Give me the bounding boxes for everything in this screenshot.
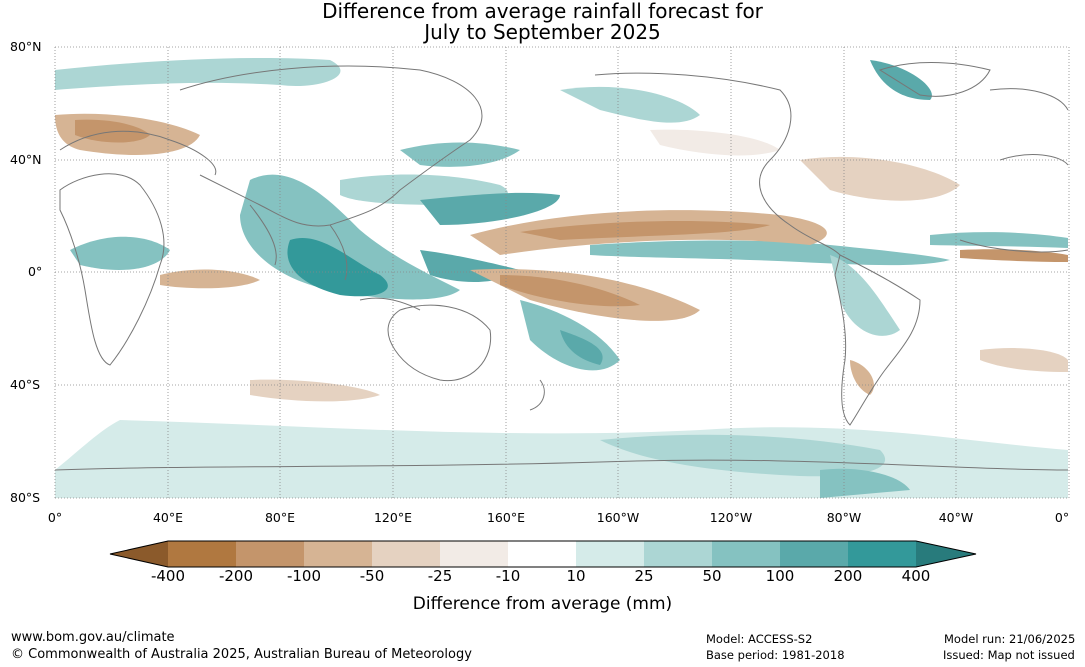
colorbar-tick-label: -25 [427, 567, 453, 585]
lon-label-0-right: 0° [1054, 510, 1070, 525]
colorbar-bin-5 [440, 541, 508, 567]
lon-label-0-left: 0° [47, 510, 63, 525]
colorbar-tick-label: 25 [634, 567, 654, 585]
colorbar-tick-label: 10 [566, 567, 586, 585]
lon-label-120w: 120°W [709, 510, 753, 525]
colorbar-tick-label: -10 [495, 567, 521, 585]
map-title-line-2: July to September 2025 [424, 20, 661, 44]
colorbar-bin-4 [372, 541, 440, 567]
brown-dry-anomalies [55, 113, 1068, 402]
colorbar-tick-label: -100 [286, 567, 322, 585]
colorbar-bin-12 [916, 541, 976, 567]
lat-label-80s: 80°S [10, 490, 41, 505]
colorbar-tick-label: -200 [218, 567, 254, 585]
lat-label-80n: 80°N [10, 39, 42, 54]
coastlines [54, 62, 1069, 471]
lat-label-equator: 0° [28, 264, 43, 279]
footer-website: www.bom.gov.au/climate [11, 630, 175, 645]
colorbar-tick-label: 400 [901, 567, 931, 585]
colorbar-bin-6 [508, 541, 576, 567]
lon-label-160w: 160°W [596, 510, 640, 525]
colorbar-bin-2 [236, 541, 304, 567]
teal-wet-anomalies [55, 58, 1068, 498]
colorbar-outline [109, 540, 977, 568]
colorbar-tick-label: -50 [359, 567, 385, 585]
colorbar-title: Difference from average (mm) [412, 594, 673, 614]
lat-label-40n: 40°N [10, 152, 42, 167]
colorbar-tick-label: 200 [833, 567, 863, 585]
colorbar-bin-3 [304, 541, 372, 567]
colorbar-bin-1 [168, 541, 236, 567]
colorbar-bin-8 [644, 541, 712, 567]
footer-model-run: Model run: 21/06/2025 [944, 632, 1076, 646]
map-title-line-1: Difference from average rainfall forecas… [322, 0, 763, 23]
lon-label-80e: 80°E [264, 510, 296, 525]
colorbar-tick-label: 100 [765, 567, 795, 585]
colorbar-bin-11 [848, 541, 916, 567]
lon-label-40e: 40°E [152, 510, 184, 525]
lon-label-40w: 40°W [938, 510, 974, 525]
colorbar-bin-10 [780, 541, 848, 567]
colorbar-bin-9 [712, 541, 780, 567]
footer-model: Model: ACCESS-S2 [706, 632, 813, 646]
colorbar-bin-7 [576, 541, 644, 567]
colorbar-tick-label: -400 [150, 567, 186, 585]
lon-label-160e: 160°E [486, 510, 525, 525]
lon-gridlines [54, 47, 1070, 498]
lon-label-80w: 80°W [826, 510, 862, 525]
lat-label-40s: 40°S [10, 377, 41, 392]
colorbar-bin-0 [110, 541, 168, 567]
footer-copyright: © Commonwealth of Australia 2025, Austra… [11, 647, 472, 662]
footer-issued: Issued: Map not issued [943, 648, 1075, 662]
lat-gridlines [55, 46, 1069, 499]
lon-label-120e: 120°E [373, 510, 412, 525]
footer-base-period: Base period: 1981-2018 [706, 648, 845, 662]
colorbar-tick-label: 50 [702, 567, 722, 585]
